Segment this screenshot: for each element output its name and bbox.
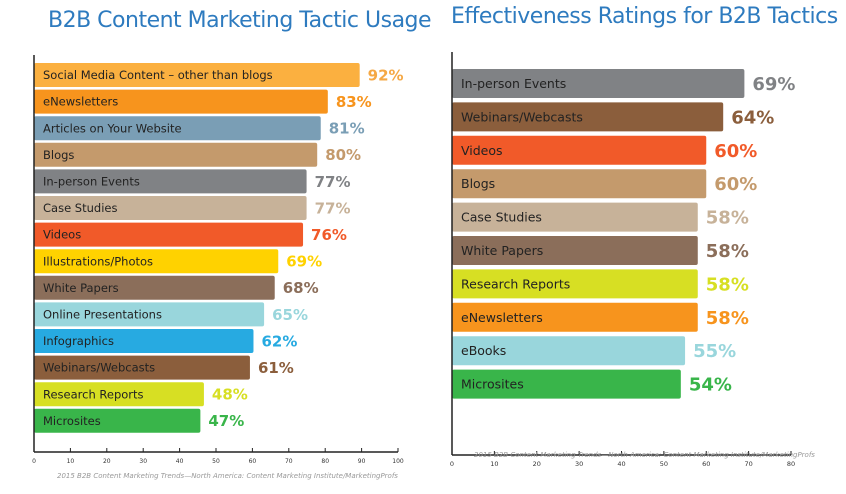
- usage-bar: [34, 382, 204, 407]
- usage-bar: [34, 408, 201, 433]
- usage-bar-label: In-person Events: [43, 175, 140, 189]
- usage-value-label: 69%: [286, 253, 322, 271]
- usage-bar: [34, 222, 304, 247]
- effectiveness-bar: [452, 102, 724, 132]
- effectiveness-x-tick-label: 0: [450, 460, 454, 468]
- effectiveness-value-label: 58%: [706, 274, 749, 295]
- effectiveness-x-tick-label: 50: [660, 460, 668, 468]
- usage-x-tick-label: 20: [103, 458, 111, 465]
- usage-x-tick-label: 70: [285, 458, 293, 465]
- usage-bar: [34, 329, 254, 353]
- usage-x-tick-label: 60: [249, 458, 257, 465]
- effectiveness-value-label: 58%: [706, 208, 749, 229]
- usage-bar: [34, 142, 318, 167]
- usage-value-label: 65%: [272, 306, 308, 324]
- usage-x-tick-label: 90: [358, 458, 366, 465]
- effectiveness-bar-label: White Papers: [461, 243, 543, 258]
- chart-title-effectiveness: Effectiveness Ratings for B2B Tactics: [451, 4, 838, 29]
- effectiveness-x-tick-label: 30: [575, 460, 583, 468]
- usage-bar-label: Online Presentations: [43, 308, 162, 322]
- usage-bar: [34, 275, 275, 300]
- effectiveness-value-label: 54%: [689, 375, 732, 396]
- effectiveness-bar: [452, 169, 707, 199]
- effectiveness-x-tick-label: 60: [702, 460, 710, 468]
- effectiveness-bar-label: eBooks: [461, 343, 506, 358]
- usage-value-label: 92%: [368, 66, 404, 84]
- chart-title-usage: B2B Content Marketing Tactic Usage: [48, 8, 432, 33]
- effectiveness-bar-label: Case Studies: [461, 210, 542, 225]
- effectiveness-value-label: 69%: [752, 74, 795, 95]
- usage-value-label: 81%: [329, 120, 365, 138]
- usage-bar-label: Blogs: [43, 148, 74, 162]
- usage-x-tick-label: 40: [176, 458, 184, 465]
- effectiveness-x-tick-label: 10: [490, 460, 498, 468]
- effectiveness-bar-label: In-person Events: [461, 76, 566, 91]
- usage-value-label: 80%: [325, 146, 361, 164]
- usage-bar-label: Videos: [43, 228, 81, 242]
- effectiveness-bar-label: eNewsletters: [461, 310, 543, 325]
- usage-x-tick-label: 100: [392, 458, 404, 465]
- usage-x-tick-label: 30: [139, 458, 147, 465]
- usage-bar-label: Microsites: [43, 414, 101, 428]
- effectiveness-bar: [452, 69, 745, 98]
- effectiveness-bar: [452, 135, 707, 165]
- effectiveness-x-tick-label: 40: [617, 460, 625, 468]
- usage-bar: [34, 249, 279, 274]
- usage-value-label: 61%: [258, 359, 294, 377]
- effectiveness-bar: [452, 202, 698, 232]
- usage-bar-label: Webinars/Webcasts: [43, 361, 155, 375]
- usage-value-label: 47%: [208, 412, 244, 430]
- usage-bar-label: eNewsletters: [43, 95, 118, 109]
- effectiveness-x-tick-label: 20: [533, 460, 541, 468]
- effectiveness-value-label: 60%: [714, 174, 757, 195]
- effectiveness-bar-label: Webinars/Webcasts: [461, 109, 583, 124]
- usage-value-label: 77%: [315, 199, 351, 217]
- effectiveness-x-tick-label: 80: [787, 460, 795, 468]
- effectiveness-bar: [452, 369, 681, 399]
- effectiveness-bar-label: Microsites: [461, 377, 524, 392]
- usage-bar-label: Articles on Your Website: [43, 121, 182, 135]
- usage-x-tick-label: 0: [32, 458, 36, 465]
- effectiveness-bar-label: Videos: [461, 143, 503, 158]
- usage-value-label: 83%: [336, 93, 372, 111]
- usage-value-label: 77%: [315, 173, 351, 191]
- effectiveness-bar: [452, 236, 698, 265]
- usage-x-tick-label: 50: [212, 458, 220, 465]
- effectiveness-value-label: 60%: [714, 141, 757, 162]
- usage-bar: [34, 63, 360, 87]
- effectiveness-bar: [452, 269, 698, 299]
- effectiveness-value-label: 58%: [706, 308, 749, 329]
- usage-bar-label: White Papers: [43, 281, 119, 295]
- usage-value-label: 68%: [283, 279, 319, 297]
- source-note-usage: 2015 B2B Content Marketing Trends—North …: [57, 472, 398, 480]
- effectiveness-value-label: 55%: [693, 341, 736, 362]
- effectiveness-bar: [452, 302, 698, 332]
- effectiveness-value-label: 58%: [706, 241, 749, 262]
- usage-bar-label: Social Media Content – other than blogs: [43, 68, 273, 82]
- usage-bar-label: Infographics: [43, 334, 114, 348]
- usage-bar-label: Illustrations/Photos: [43, 254, 153, 268]
- usage-bar: [34, 196, 307, 220]
- effectiveness-value-label: 64%: [731, 107, 774, 128]
- usage-value-label: 62%: [261, 332, 297, 350]
- usage-x-tick-label: 10: [67, 458, 75, 465]
- usage-bar-label: Research Reports: [43, 387, 144, 401]
- usage-value-label: 76%: [311, 226, 347, 244]
- usage-x-tick-label: 80: [321, 458, 329, 465]
- usage-bar: [34, 302, 265, 327]
- effectiveness-bar-label: Research Reports: [461, 276, 570, 291]
- source-note-effectiveness: 2015 B2B Content Marketing Trends—North …: [474, 451, 815, 459]
- effectiveness-bar: [452, 336, 686, 366]
- usage-bar: [34, 116, 321, 141]
- usage-bar-label: Case Studies: [43, 201, 117, 215]
- usage-bar: [34, 169, 307, 194]
- usage-bar: [34, 89, 328, 114]
- usage-bar: [34, 355, 250, 380]
- effectiveness-bar-label: Blogs: [461, 176, 495, 191]
- effectiveness-x-tick-label: 70: [744, 460, 752, 468]
- usage-value-label: 48%: [212, 386, 248, 404]
